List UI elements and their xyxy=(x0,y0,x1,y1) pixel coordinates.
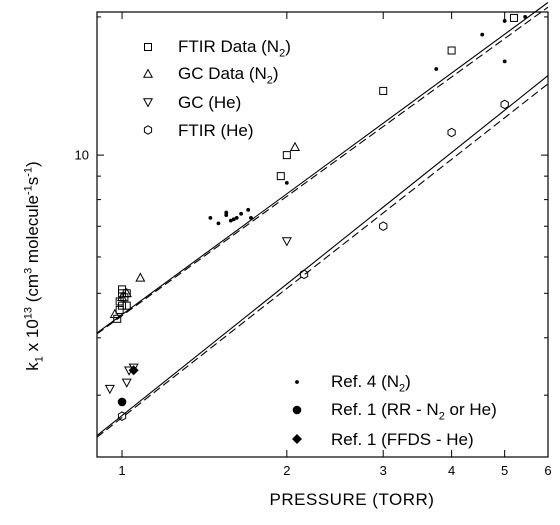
data-point xyxy=(300,270,307,278)
legend-symbol-hexagon-open xyxy=(144,126,151,134)
fit-line-2 xyxy=(97,7,548,334)
legend-symbol-triangle-up-open xyxy=(144,70,152,78)
data-point xyxy=(480,33,484,37)
data-point xyxy=(380,222,387,230)
legend-label-ftir-he: FTIR (He) xyxy=(178,121,254,141)
legend-label-gc-n2: GC Data (N2) xyxy=(178,64,279,86)
data-point xyxy=(283,238,291,246)
data-point xyxy=(123,302,130,309)
data-point xyxy=(380,87,387,94)
legend-label-ref1-rr: Ref. 1 (RR - N2 or He) xyxy=(331,400,497,422)
data-markers xyxy=(106,14,527,420)
data-point xyxy=(136,273,144,281)
data-point xyxy=(510,14,517,21)
x-axis-title: PRESSURE (TORR) xyxy=(270,490,435,510)
data-point xyxy=(217,222,221,226)
legend-symbol-square-open xyxy=(145,44,152,51)
data-point xyxy=(285,181,289,185)
data-point xyxy=(448,47,455,54)
data-point xyxy=(249,216,253,220)
data-point xyxy=(116,298,123,305)
legend-label-ref1-ffds: Ref. 1 (FFDS - He) xyxy=(331,430,474,450)
data-point xyxy=(106,385,114,393)
data-point xyxy=(523,15,527,19)
x-tick-label: 5 xyxy=(501,463,508,478)
data-point xyxy=(291,143,299,151)
data-point xyxy=(277,173,284,180)
data-point xyxy=(116,306,123,313)
data-point xyxy=(224,211,228,215)
data-point xyxy=(118,398,127,407)
data-point xyxy=(448,128,455,136)
data-point xyxy=(123,379,131,387)
legend-symbol-triangle-down-open xyxy=(144,99,152,107)
x-tick-label: 1 xyxy=(118,463,125,478)
fit-line-3 xyxy=(97,76,548,436)
legend-symbol-dot-small xyxy=(295,380,299,384)
y-tick-label: 10 xyxy=(75,148,89,163)
data-point xyxy=(119,302,126,309)
fit-line-4 xyxy=(97,84,548,437)
y-axis-title: k1 x 1013 (cm3 molecule-1s-1) xyxy=(22,161,45,370)
legend-label-ref4-n2: Ref. 4 (N2) xyxy=(331,372,411,394)
data-point xyxy=(503,19,507,23)
plot-frame xyxy=(97,12,548,457)
data-point xyxy=(235,216,239,220)
data-point xyxy=(239,212,243,216)
data-point xyxy=(246,208,250,212)
data-point xyxy=(434,67,438,71)
fit-lines xyxy=(97,3,548,438)
fit-line-1 xyxy=(97,3,548,333)
data-point xyxy=(283,152,290,159)
legend-label-gc-he: GC (He) xyxy=(178,93,241,113)
legend-symbol-diamond-filled xyxy=(292,434,302,444)
x-tick-label: 4 xyxy=(448,463,455,478)
x-tick-label: 2 xyxy=(283,463,290,478)
x-tick-label: 6 xyxy=(544,463,551,478)
legend-label-ftir-n2: FTIR Data (N2) xyxy=(178,37,291,59)
x-tick-label: 3 xyxy=(380,463,387,478)
data-point xyxy=(503,60,507,64)
data-point xyxy=(501,100,508,108)
legend-symbol-circle-filled xyxy=(293,406,302,415)
data-point xyxy=(208,216,212,220)
